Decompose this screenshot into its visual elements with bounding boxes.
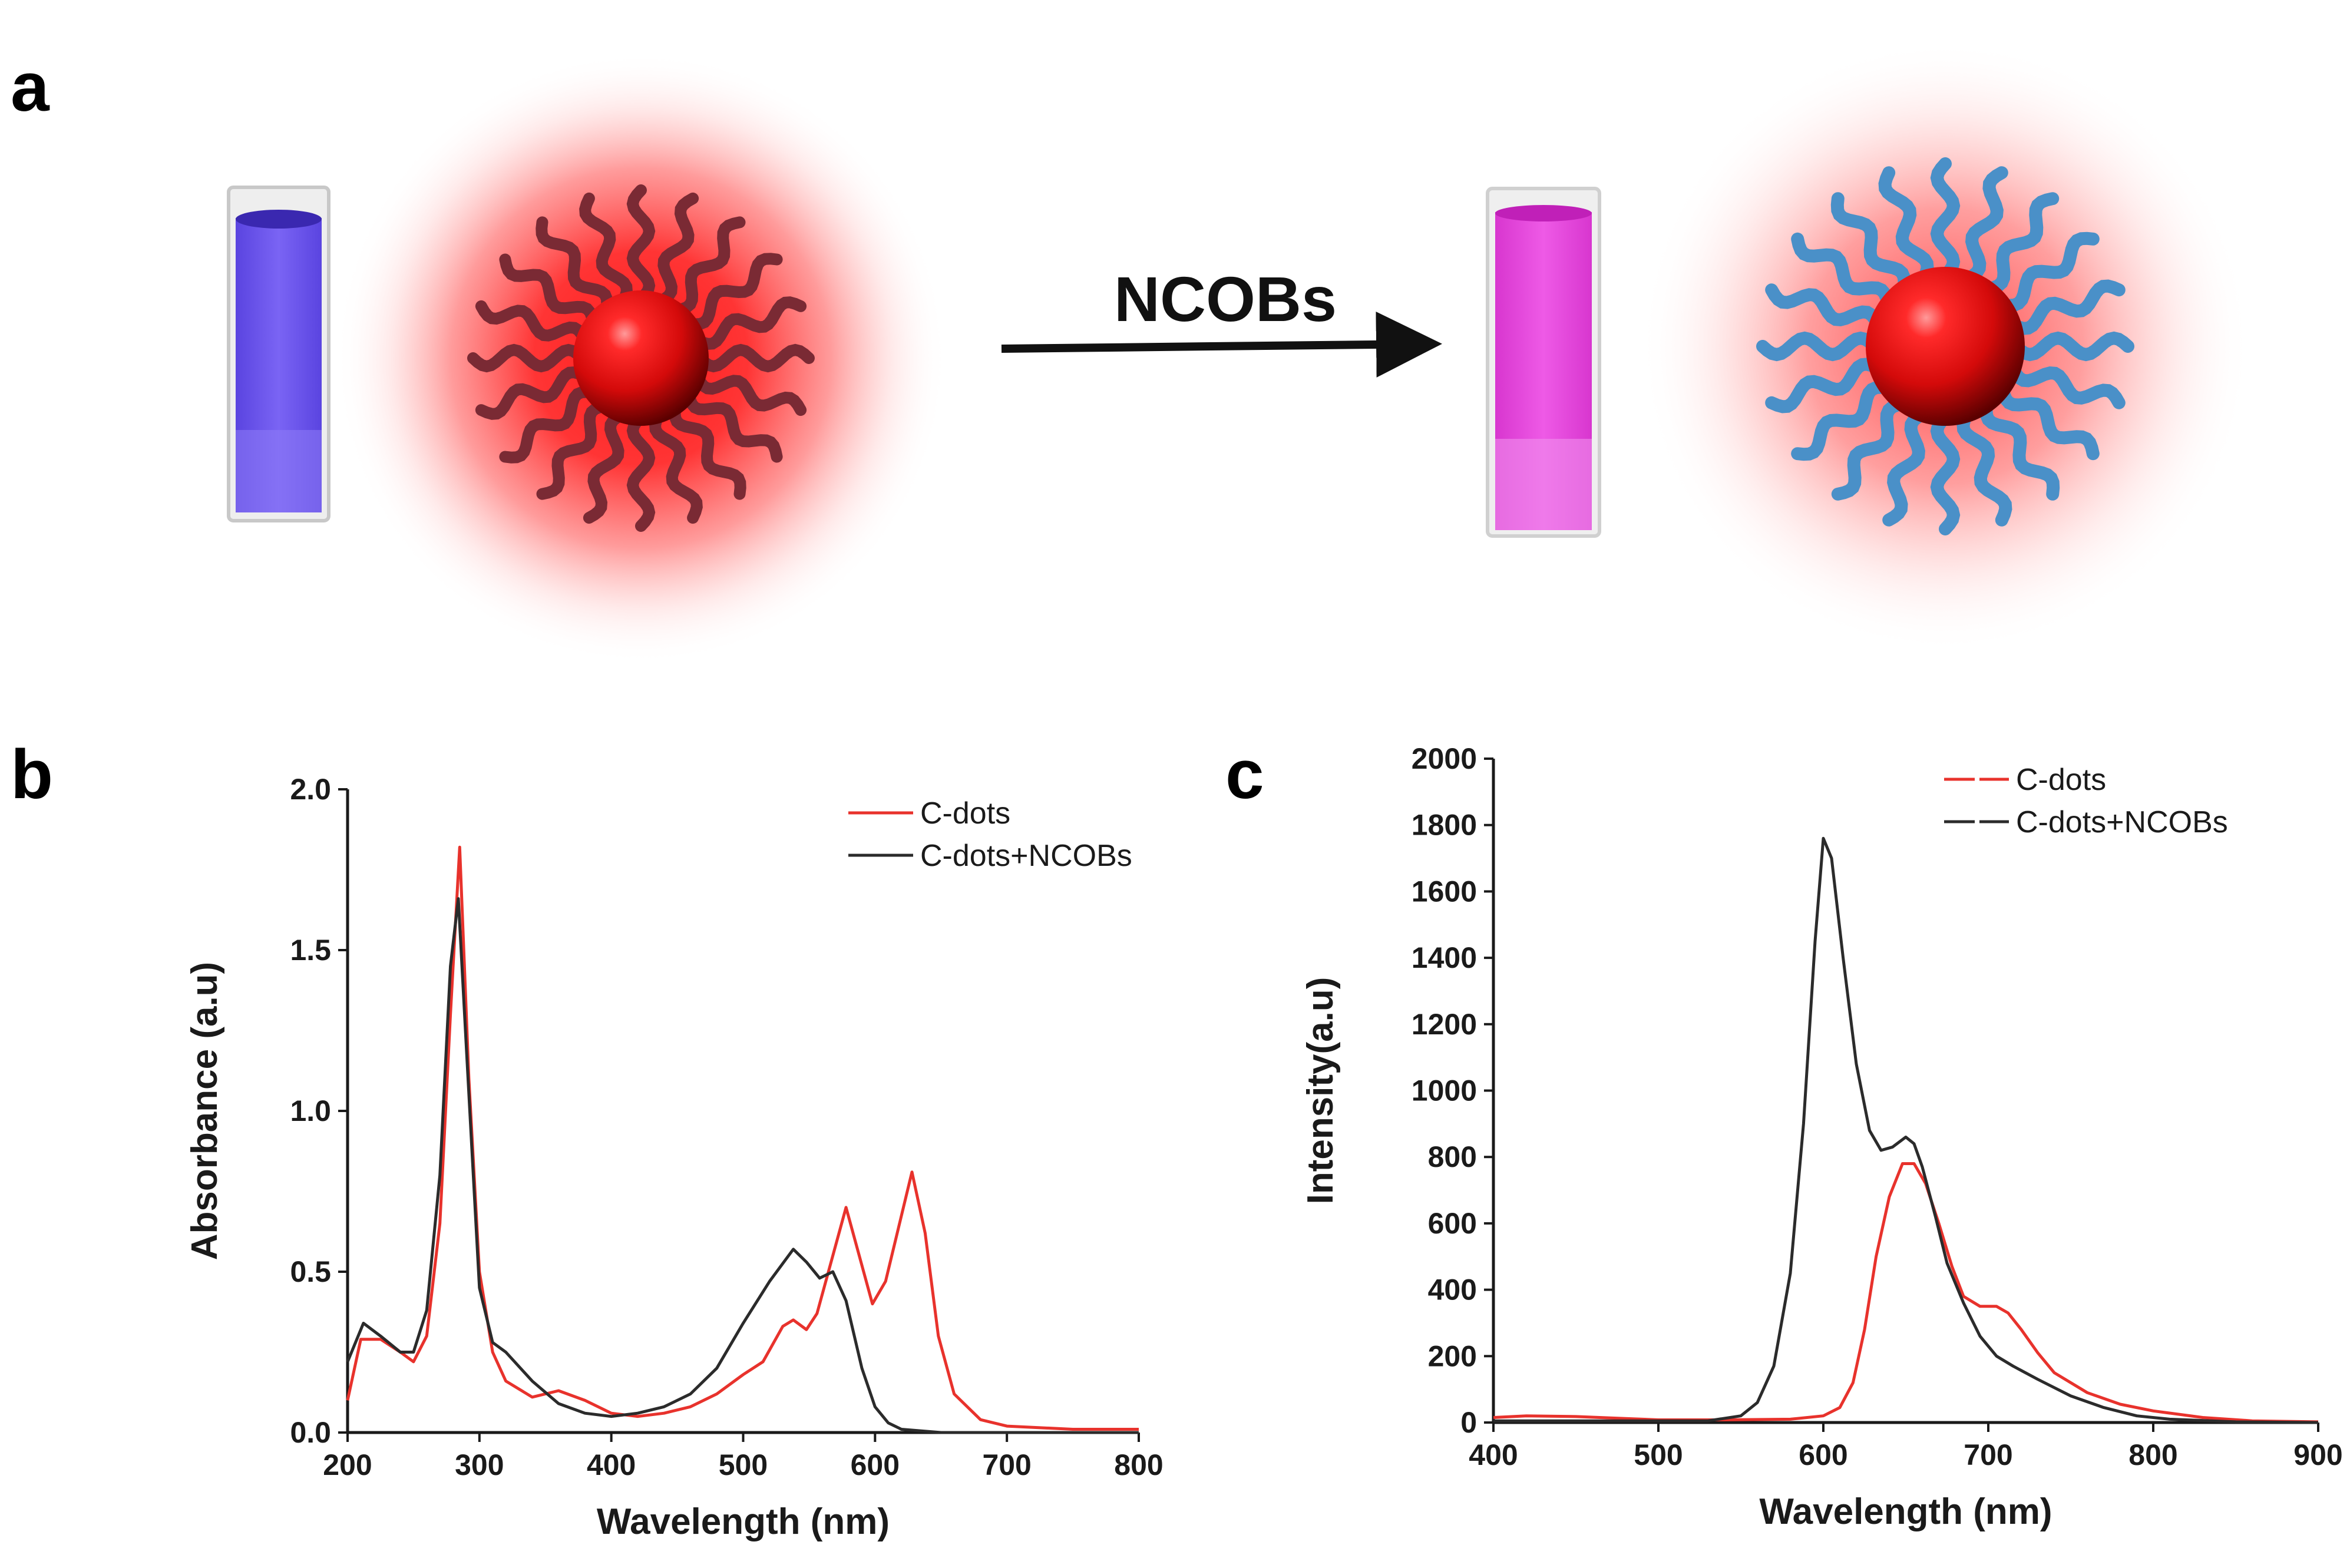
ligand-chain-after: [1996, 231, 2100, 312]
y-tick-label: 1000: [1412, 1074, 1477, 1107]
y-tick-label: 1.0: [290, 1094, 331, 1127]
y-tick-label: 800: [1428, 1140, 1477, 1173]
x-axis-title: Wavelength (nm): [597, 1501, 890, 1542]
reaction-arrow: [1001, 311, 1442, 378]
ligand-chain-before: [499, 253, 600, 330]
x-tick-label: 700: [1964, 1438, 2012, 1471]
ligand-chain-before: [475, 366, 591, 420]
ligand-chain-after: [1791, 232, 1895, 312]
y-tick-label: 0.0: [290, 1416, 331, 1449]
y-tick-label: 1800: [1412, 809, 1477, 842]
y-tick-label: 1200: [1412, 1008, 1477, 1041]
ligand-chain-after: [1765, 358, 1885, 413]
y-tick-label: 0.5: [290, 1255, 331, 1288]
x-tick-label: 300: [455, 1448, 504, 1481]
ligand-chain-before: [467, 343, 588, 373]
x-tick-label: 600: [1799, 1438, 1847, 1471]
series-line-c-dots: [346, 845, 1139, 1431]
y-tick-label: 200: [1428, 1339, 1477, 1372]
chart-b-absorbance: 200 300 400 500 600 700 800 0.0 0.5 1.0 1.5 2.0 Wave…: [184, 773, 1164, 1542]
x-tick-label: 700: [982, 1448, 1031, 1481]
ligand-chain-before: [691, 370, 807, 416]
x-tick-label: 800: [1114, 1448, 1163, 1481]
y-tick-label: 600: [1428, 1207, 1477, 1240]
ligand-chain-after: [2006, 362, 2126, 409]
legend-label: C-dots+NCOBs: [2016, 805, 2228, 839]
ligand-chain-before: [583, 408, 629, 524]
ligand-chain-after: [1791, 381, 1895, 461]
x-axis-title: Wavelength (nm): [1759, 1491, 2052, 1532]
x-tick-label: 400: [1469, 1438, 1518, 1471]
ligand-chain-before: [694, 343, 815, 373]
panel-b-label: b: [11, 736, 53, 813]
ligand-chain-before: [475, 300, 591, 346]
y-axis-title: Intensity(a.u): [1300, 977, 1341, 1205]
y-tick-label: 1600: [1412, 875, 1477, 908]
ligand-chain-after: [1930, 411, 1961, 535]
ligand-chain-after: [2009, 331, 2134, 362]
ligand-chain-before: [626, 411, 656, 532]
ligand-chain-after: [1996, 381, 2100, 461]
ligand-chain-after: [1882, 407, 1930, 527]
series-line-c-dots-ncobs: [346, 897, 1139, 1434]
ligand-chain-before: [682, 386, 783, 463]
series-line-c-dots: [1493, 1162, 2319, 1424]
ligand-chain-before: [682, 253, 783, 330]
ligand-chain-before: [536, 216, 613, 317]
arrow-label-ncobs: NCOBs: [1114, 263, 1337, 335]
panel-c-label: c: [1225, 736, 1264, 813]
x-tick-label: 600: [851, 1448, 900, 1481]
ligand-chain-before: [691, 296, 807, 350]
y-tick-label: 0: [1460, 1406, 1477, 1439]
ligand-chain-before: [499, 386, 600, 464]
ligand-chain-after: [1830, 192, 1911, 296]
y-tick-label: 1.5: [290, 934, 331, 967]
ligand-chain-before: [579, 192, 633, 308]
ligand-chain-before: [653, 192, 699, 308]
ligand-chain-after: [2006, 279, 2126, 335]
nanoparticle-after: [1639, 40, 2252, 653]
y-axis-title: Absorbance (a.u): [184, 962, 225, 1260]
nanoparticle-before: [335, 52, 947, 664]
legend-label: C-dots: [920, 796, 1010, 831]
x-tick-label: 500: [1634, 1438, 1683, 1471]
x-tick-label: 900: [2293, 1438, 2342, 1471]
cuvette-before: [227, 186, 330, 522]
legend-label: C-dots: [2016, 763, 2106, 797]
y-tick-label: 1400: [1412, 941, 1477, 974]
x-tick-label: 500: [719, 1448, 768, 1481]
ligand-chain-before: [536, 399, 613, 500]
ligand-chain-before: [626, 184, 656, 305]
ligand-chain-before: [649, 408, 703, 524]
x-tick-label: 200: [323, 1448, 372, 1481]
cuvette-after: [1486, 187, 1601, 538]
ligand-chain-after: [1979, 397, 2060, 501]
ligand-chain-after: [1878, 166, 1934, 286]
y-tick-label: 2.0: [290, 773, 331, 806]
x-tick-label: 800: [2128, 1438, 2177, 1471]
y-tick-label: 2000: [1412, 742, 1477, 775]
ligand-chain-after: [1956, 407, 2012, 527]
ligand-chain-after: [1831, 397, 1911, 501]
ligand-chain-before: [669, 216, 746, 317]
legend-label: C-dots+NCOBs: [920, 839, 1132, 873]
ligand-chain-after: [1756, 331, 1881, 362]
ligand-chain-before: [669, 399, 746, 500]
chart-c-intensity: 400 500 600 700 800 900 0 200 400 600 800 1000 1200 1…: [1300, 742, 2343, 1532]
y-tick-label: 400: [1428, 1273, 1477, 1306]
x-tick-label: 400: [587, 1448, 636, 1481]
ligand-chain-after: [1980, 192, 2060, 296]
ligand-chain-after: [1961, 166, 2008, 286]
ligand-chain-after: [1765, 283, 1885, 331]
panel-a-label: a: [11, 48, 50, 126]
ligand-chain-after: [1930, 157, 1961, 282]
series-line-c-dots-ncobs: [1493, 836, 2319, 1424]
